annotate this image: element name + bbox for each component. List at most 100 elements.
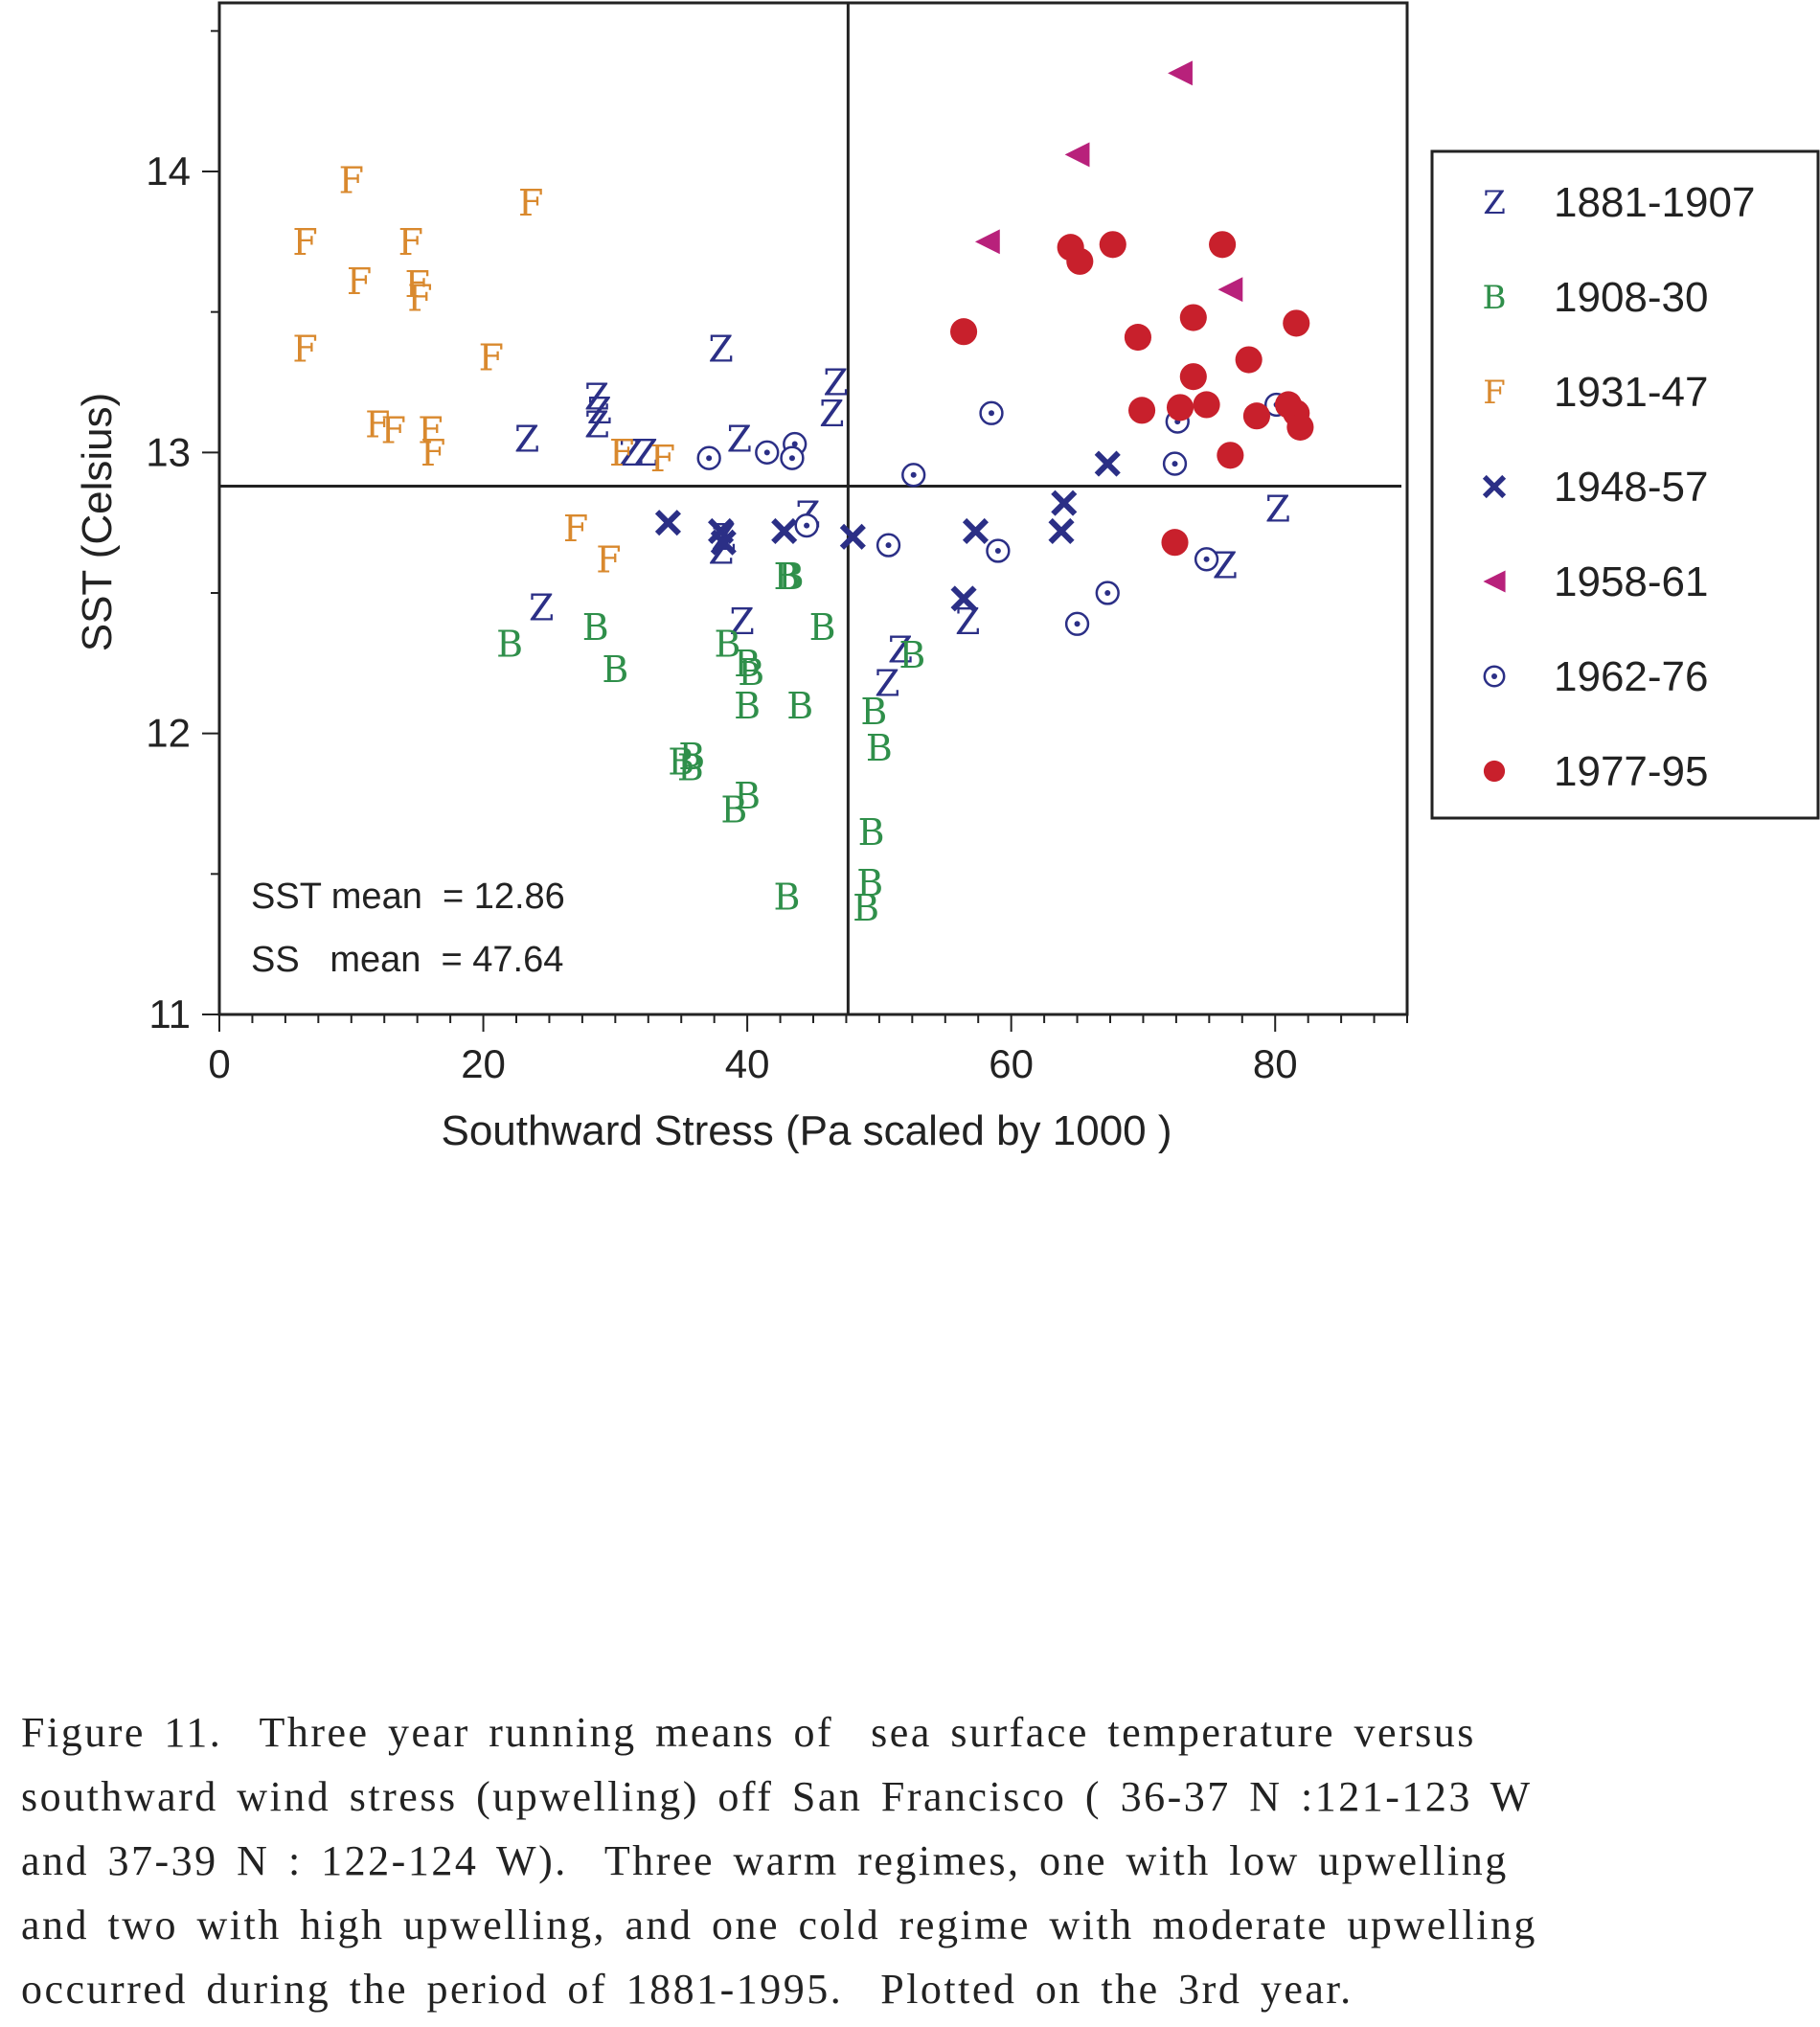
- data-point: [796, 514, 818, 536]
- data-point: [1066, 613, 1088, 635]
- data-point: Z: [708, 328, 733, 370]
- data-point: [1243, 402, 1270, 429]
- data-point: B: [734, 685, 761, 727]
- legend-label: 1948-57: [1554, 464, 1708, 511]
- data-point: B: [496, 623, 523, 665]
- data-point-dot: [1204, 557, 1210, 562]
- y-tick-label: 11: [148, 991, 191, 1036]
- legend-marker-dot: [1491, 673, 1497, 679]
- data-point: B: [734, 775, 761, 817]
- data-point: F: [609, 432, 634, 474]
- data-point: [1097, 582, 1119, 604]
- data-point-dot: [1172, 461, 1178, 467]
- series-1977-95: [950, 231, 1313, 556]
- annotation-ss-mean: SS mean = 47.64: [251, 940, 563, 980]
- legend-label: 1881-1907: [1554, 179, 1755, 226]
- data-point-dot: [706, 455, 712, 461]
- series-1931-47: FFF FF FFF FFF FF F FFF: [292, 159, 675, 581]
- data-point: B: [602, 649, 628, 691]
- data-point: [1161, 529, 1188, 556]
- series-1962-76: [698, 394, 1287, 635]
- data-point: B: [899, 634, 925, 676]
- legend-marker: F: [1483, 374, 1506, 412]
- marks-layer: ZZZZZZZZZZZZZZZZZZZZBBBBBBBBBBBBBBBBBBBB…: [292, 60, 1313, 929]
- x-tick-label: 80: [1253, 1041, 1298, 1086]
- data-point: [756, 442, 778, 464]
- annotation-sst-mean: SST mean = 12.86: [251, 877, 565, 917]
- data-point-dot: [995, 548, 1001, 554]
- data-point: [1195, 548, 1217, 570]
- y-tick-label: 13: [146, 429, 191, 474]
- legend: Z 1881-1907B 1908-30F 1931-471948-571958-61…: [1432, 151, 1818, 818]
- data-point: [975, 229, 1000, 254]
- data-point: [842, 526, 864, 548]
- legend-label: 1977-95: [1554, 748, 1708, 795]
- data-point: F: [292, 328, 317, 370]
- data-point: F: [479, 336, 504, 378]
- data-point: [1283, 309, 1309, 336]
- data-point: [1164, 453, 1186, 475]
- x-tick-label: 40: [725, 1041, 770, 1086]
- data-point: [981, 402, 1003, 424]
- figure-caption: Figure 11. Three year running means of s…: [21, 1700, 1803, 2021]
- series-1908-30: B BBBBBBBBB BBBBBBBBBBBBB: [496, 556, 925, 929]
- data-point: [987, 540, 1009, 562]
- data-point: [1097, 453, 1119, 475]
- data-point: [1125, 324, 1151, 351]
- x-tick-label: 0: [208, 1041, 230, 1086]
- data-point: Z: [514, 418, 539, 460]
- data-point: B: [778, 556, 805, 598]
- legend-marker: Z: [1483, 184, 1506, 222]
- data-point-dot: [1104, 590, 1110, 596]
- data-point: [698, 447, 720, 469]
- data-point: Z: [584, 404, 609, 446]
- data-point: [902, 464, 924, 486]
- data-point: [1051, 520, 1073, 542]
- legend-marker: [1485, 667, 1504, 686]
- y-tick-label: 12: [146, 711, 191, 756]
- data-point-dot: [764, 449, 770, 455]
- data-point: [1168, 60, 1193, 85]
- data-point: Z: [819, 393, 844, 435]
- x-axis-label: Southward Stress (Pa scaled by 1000 ): [441, 1107, 1172, 1154]
- data-point: F: [563, 508, 588, 550]
- series-1958-61: [975, 60, 1242, 302]
- caption-line: and 37-39 N : 122-124 W). Three warm reg…: [21, 1829, 1803, 1893]
- data-point-dot: [989, 410, 994, 416]
- data-point: [1217, 442, 1243, 468]
- data-point: [1066, 248, 1093, 275]
- data-point: [1065, 142, 1090, 167]
- data-point: F: [518, 182, 543, 224]
- data-point: [1100, 231, 1126, 258]
- data-point: F: [381, 410, 406, 452]
- data-point: B: [786, 685, 813, 727]
- data-point: F: [596, 538, 621, 581]
- data-point: F: [650, 438, 675, 480]
- data-point: [950, 318, 977, 345]
- data-point: [782, 447, 804, 469]
- data-point-dot: [1075, 621, 1081, 626]
- data-point: [1236, 346, 1263, 373]
- data-point: B: [809, 606, 836, 649]
- data-point: [1209, 231, 1236, 258]
- data-point: Z: [1265, 489, 1290, 531]
- data-point: Z: [727, 418, 752, 460]
- x-tick-label: 60: [989, 1041, 1034, 1086]
- data-point: B: [853, 887, 879, 929]
- data-point: [1194, 391, 1220, 418]
- legend-marker: [1484, 761, 1505, 782]
- data-point: [1180, 363, 1207, 390]
- data-point: [657, 512, 679, 534]
- legend-label: 1962-76: [1554, 653, 1708, 700]
- legend-marker: B: [1483, 279, 1507, 317]
- y-tick-label: 14: [146, 148, 191, 194]
- caption-line: southward wind stress (upwelling) off Sa…: [21, 1765, 1803, 1829]
- legend-label: 1908-30: [1554, 274, 1708, 321]
- legend-label: 1931-47: [1554, 369, 1708, 416]
- caption-line: occurred during the period of 1881-1995.…: [21, 1957, 1803, 2021]
- data-point: [877, 535, 899, 557]
- data-point: F: [421, 432, 445, 474]
- data-point: B: [773, 876, 800, 918]
- caption-line: Figure 11. Three year running means of s…: [21, 1700, 1803, 1765]
